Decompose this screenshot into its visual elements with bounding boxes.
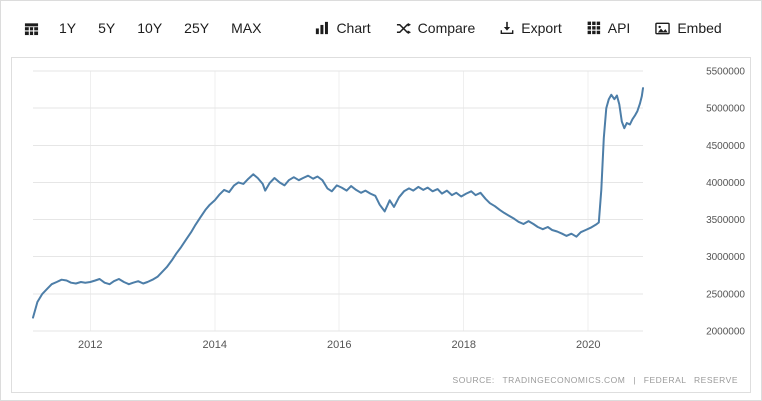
range-button-5y[interactable]: 5Y — [88, 15, 125, 41]
y-axis-label: 4000000 — [706, 178, 745, 189]
line-chart[interactable]: 2000000 2500000 3000000 3500000 4000000 45000… — [12, 58, 750, 360]
x-axis-label: 2018 — [451, 339, 475, 351]
api-icon — [587, 21, 601, 35]
y-axis-label: 5500000 — [706, 67, 745, 78]
y-axis-label: 2000000 — [706, 327, 745, 338]
y-axis-label: 2500000 — [706, 289, 745, 300]
x-axis-label: 2016 — [327, 339, 351, 351]
calendar-icon — [24, 21, 39, 36]
embed-button[interactable]: Embed — [646, 15, 730, 42]
source-attribution: SOURCE: TRADINGECONOMICS.COM | FEDERAL R… — [452, 375, 738, 385]
button-label: Chart — [336, 20, 371, 36]
range-button-10y[interactable]: 10Y — [127, 15, 172, 41]
y-axis-label: 4500000 — [706, 141, 745, 152]
export-icon — [500, 21, 514, 35]
series-line — [32, 87, 644, 319]
range-button-25y[interactable]: 25Y — [174, 15, 219, 41]
calendar-button[interactable] — [15, 15, 48, 42]
y-axis-label: 5000000 — [706, 104, 745, 115]
compare-button[interactable]: Compare — [387, 15, 485, 42]
y-axis-label: 3500000 — [706, 215, 745, 226]
button-label: Export — [521, 20, 562, 36]
chart-type-button[interactable]: Chart — [306, 15, 379, 41]
y-axis-label: 3000000 — [706, 252, 745, 263]
x-axis-label: 2020 — [576, 339, 600, 351]
button-label: API — [607, 20, 631, 36]
button-label: Embed — [677, 20, 722, 36]
compare-icon — [396, 21, 411, 36]
range-button-1y[interactable]: 1Y — [49, 15, 86, 41]
api-button[interactable]: API — [578, 15, 640, 41]
range-button-max[interactable]: MAX — [221, 15, 271, 41]
x-axis-label: 2014 — [203, 339, 227, 351]
bar-chart-icon — [315, 21, 329, 35]
embed-icon — [655, 21, 671, 36]
button-label: Compare — [417, 20, 476, 36]
chart-panel: 2000000 2500000 3000000 3500000 4000000 45000… — [11, 57, 751, 393]
chart-toolbar: 1Y 5Y 10Y 25Y MAX Chart — [1, 1, 761, 53]
export-button[interactable]: Export — [491, 15, 570, 41]
x-axis-label: 2012 — [78, 339, 102, 351]
